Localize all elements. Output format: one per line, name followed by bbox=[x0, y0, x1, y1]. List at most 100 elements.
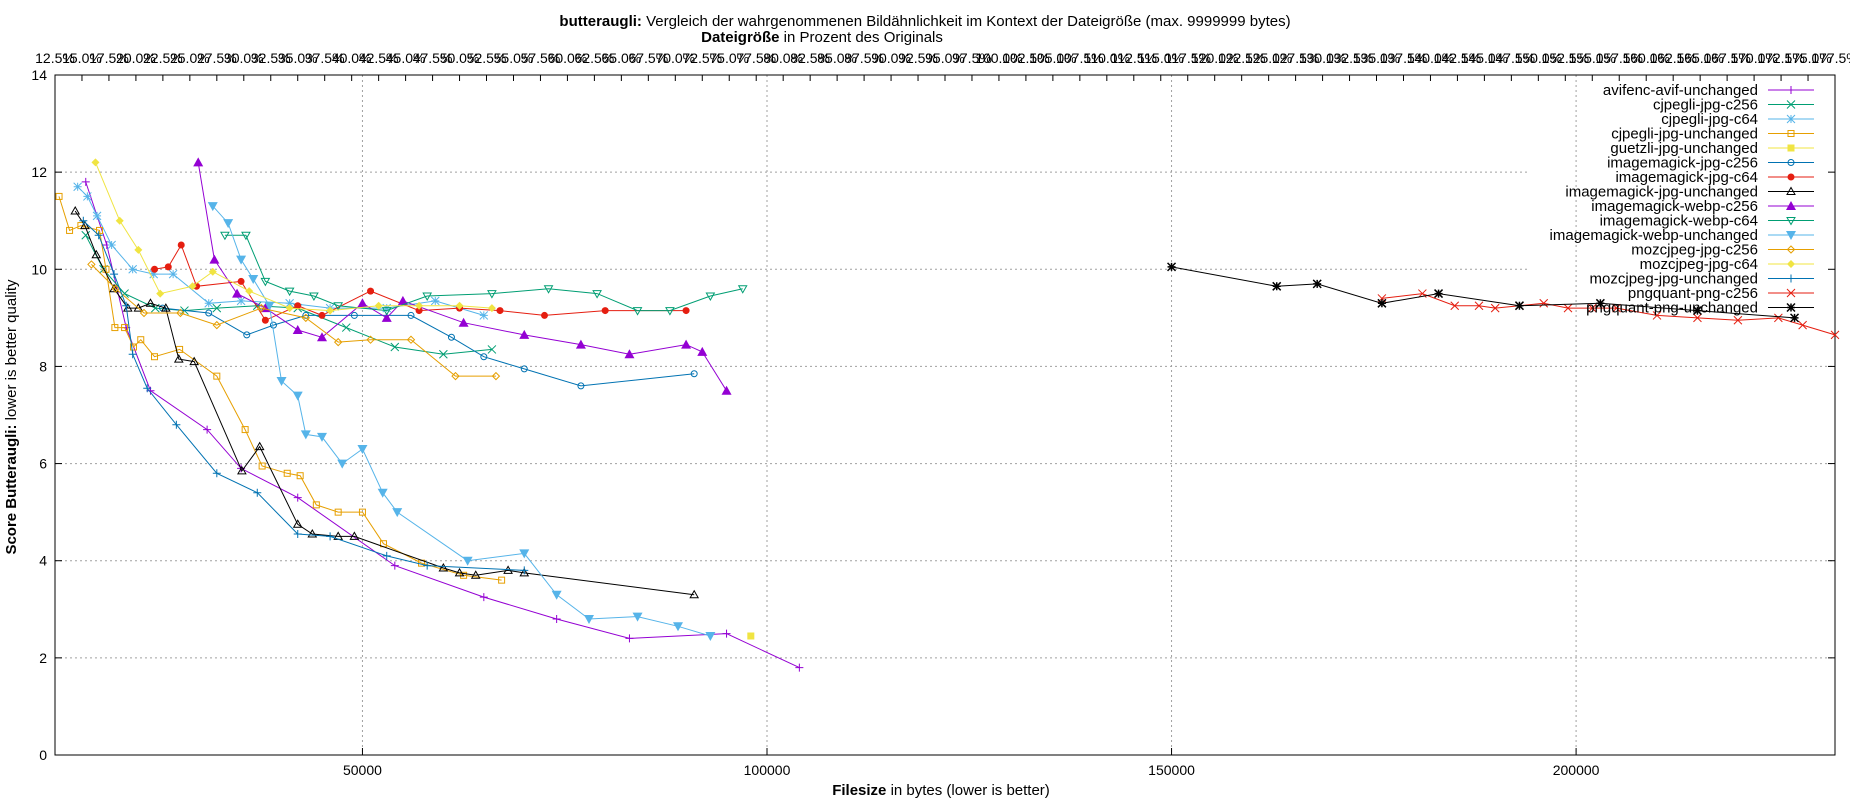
x2-tick-label: 37.5% bbox=[305, 50, 345, 66]
x2-tick-label: 72.5% bbox=[682, 50, 722, 66]
data-point bbox=[382, 303, 392, 313]
data-point bbox=[520, 566, 529, 575]
data-point bbox=[55, 192, 63, 200]
x2-tick-label: 150.0% bbox=[1515, 50, 1562, 66]
data-point bbox=[285, 298, 294, 308]
x2-tick-label: 75.0% bbox=[709, 50, 749, 66]
data-point bbox=[1474, 301, 1484, 311]
data-point bbox=[349, 531, 360, 540]
data-point bbox=[422, 292, 433, 302]
data-point bbox=[212, 469, 221, 478]
data-point bbox=[87, 260, 96, 269]
data-point bbox=[496, 307, 504, 315]
data-point bbox=[212, 320, 222, 330]
series-line bbox=[224, 234, 743, 312]
data-point bbox=[294, 302, 302, 310]
data-point bbox=[223, 219, 234, 229]
data-point bbox=[575, 339, 586, 349]
data-point bbox=[458, 317, 469, 327]
data-point bbox=[204, 298, 214, 308]
data-point bbox=[212, 303, 222, 313]
data-point bbox=[237, 465, 247, 475]
data-point bbox=[552, 615, 561, 623]
data-point bbox=[1434, 289, 1444, 299]
data-point bbox=[110, 270, 119, 279]
data-point bbox=[543, 285, 554, 294]
data-point bbox=[326, 306, 335, 315]
legend-marker bbox=[1786, 217, 1796, 226]
data-point bbox=[705, 292, 716, 302]
legend-marker bbox=[1786, 288, 1796, 298]
data-point bbox=[111, 324, 119, 332]
x2-tick-label: 170.0% bbox=[1730, 50, 1777, 66]
legend-entry: mozcjpeg-jpg-unchanged bbox=[1590, 271, 1814, 288]
legend-label: pngquant-png-unchanged bbox=[1586, 300, 1758, 317]
data-point bbox=[292, 391, 303, 401]
data-point bbox=[312, 501, 320, 509]
data-point bbox=[257, 303, 266, 313]
x2-tick-label: 160.0% bbox=[1622, 50, 1669, 66]
data-point bbox=[253, 488, 262, 497]
data-point bbox=[107, 240, 116, 250]
x2-tick-label: 57.5% bbox=[521, 50, 561, 66]
x2-tick-label: 15.0% bbox=[62, 50, 102, 66]
x2-tick-label: 50.0% bbox=[440, 50, 480, 66]
data-point bbox=[133, 303, 144, 312]
x-axis-label-rest: in bytes (lower is better) bbox=[886, 782, 1049, 799]
data-point bbox=[601, 307, 609, 315]
x2-tick-label: 30.0% bbox=[224, 50, 264, 66]
y-tick-label: 4 bbox=[39, 553, 47, 569]
x2-tick-label: 32.5% bbox=[251, 50, 291, 66]
x-axis-label: Filesize in bytes (lower is better) bbox=[832, 782, 1050, 799]
data-point bbox=[1563, 303, 1573, 313]
data-point bbox=[96, 226, 103, 234]
data-point bbox=[307, 528, 318, 538]
series-guetzli-jpg-unchanged bbox=[747, 632, 755, 640]
series-mozcjpeg-jpg-unchanged bbox=[79, 216, 529, 575]
x2-tick-label: 157.5% bbox=[1596, 50, 1643, 66]
x2-tick-label: 80.0% bbox=[763, 50, 803, 66]
data-point bbox=[454, 567, 465, 577]
data-point bbox=[151, 265, 159, 273]
x2-tick-label: 12.5% bbox=[35, 50, 75, 66]
x2-tick-label: 172.5% bbox=[1757, 50, 1804, 66]
series-mozcjpeg-jpg-c256 bbox=[87, 260, 501, 381]
data-point bbox=[317, 432, 327, 442]
legend-marker bbox=[1786, 245, 1796, 254]
x2-tick-label: 90.0% bbox=[871, 50, 911, 66]
x2-tick-label: 147.5% bbox=[1488, 50, 1535, 66]
data-point bbox=[129, 343, 137, 351]
x2-tick-label: 27.5% bbox=[197, 50, 237, 66]
data-point bbox=[455, 301, 464, 310]
x2-tick-label: 67.5% bbox=[628, 50, 668, 66]
series-avifenc-avif-unchanged bbox=[81, 177, 804, 672]
data-point bbox=[260, 277, 271, 287]
legend-entry: imagemagick-jpg-unchanged bbox=[1565, 184, 1814, 201]
data-point bbox=[128, 264, 138, 274]
legend-label: cjpegli-jpg-unchanged bbox=[1611, 126, 1758, 143]
data-point bbox=[673, 622, 683, 632]
legend-entry: pngquant-png-unchanged bbox=[1586, 300, 1814, 317]
data-point bbox=[188, 282, 197, 291]
series-group bbox=[55, 157, 1840, 672]
legend-label: imagemagick-webp-unchanged bbox=[1550, 227, 1758, 244]
data-point bbox=[577, 382, 585, 390]
data-point bbox=[592, 290, 602, 299]
data-point bbox=[264, 301, 275, 311]
data-point bbox=[334, 508, 342, 516]
legend-marker bbox=[1787, 86, 1795, 94]
data-point bbox=[1798, 320, 1807, 330]
x2-tick-label: 175.0% bbox=[1784, 50, 1831, 66]
data-point bbox=[207, 202, 218, 212]
data-point bbox=[245, 287, 254, 296]
x2-axis-label-bold: Dateigröße bbox=[701, 29, 779, 46]
data-point bbox=[367, 287, 375, 295]
data-point bbox=[519, 567, 530, 577]
data-point bbox=[285, 304, 294, 313]
series-line bbox=[82, 220, 525, 571]
data-point bbox=[1830, 330, 1840, 340]
legend-entry: cjpegli-jpg-unchanged bbox=[1611, 126, 1814, 143]
x2-tick-label: 92.5% bbox=[898, 50, 938, 66]
legend-label: cjpegli-jpg-c256 bbox=[1653, 97, 1758, 114]
